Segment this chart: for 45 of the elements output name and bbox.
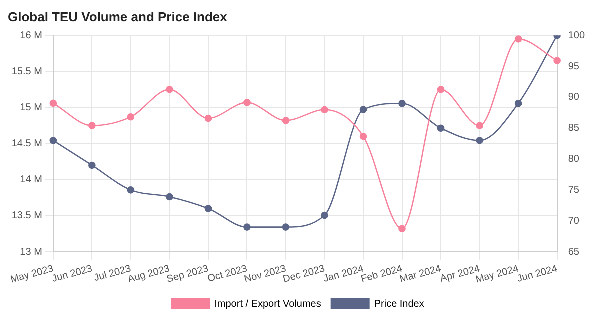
point [282, 117, 290, 124]
point [127, 113, 135, 121]
point [166, 193, 174, 201]
y-tick-label: 13.5 M [12, 210, 42, 222]
point [204, 114, 212, 122]
legend-label: Import / Export Volumes [214, 298, 322, 310]
y2-tick-label: 70 [568, 216, 580, 227]
point [166, 86, 174, 94]
point [244, 224, 251, 231]
y2-tick-label: 85 [568, 123, 580, 134]
point [476, 137, 484, 144]
legend-label: Price Index [374, 298, 424, 310]
y-tick-label: 14 M [20, 174, 42, 186]
point [282, 224, 290, 231]
point [244, 99, 251, 106]
y-tick-label: 15.5 M [12, 66, 42, 78]
point [398, 225, 406, 233]
y2-tick-label: 75 [568, 184, 580, 196]
point [437, 124, 445, 132]
y2-tick-label: 65 [568, 246, 580, 258]
point [476, 122, 484, 130]
y2-tick-label: 90 [568, 92, 580, 104]
y-tick-label: 15 M [20, 102, 42, 114]
point [88, 162, 96, 170]
point [88, 122, 96, 130]
point [398, 100, 406, 108]
y-tick-label: 14.5 M [12, 138, 42, 150]
point [204, 205, 212, 212]
point [50, 137, 58, 144]
point [360, 132, 368, 140]
y2-tick-label: 95 [568, 61, 580, 72]
y2-tick-label: 100 [568, 30, 586, 42]
point [321, 106, 328, 114]
y2-tick-label: 80 [568, 154, 580, 166]
point [437, 86, 445, 94]
point [360, 106, 368, 114]
point [321, 212, 328, 220]
chart-title: Global TEU Volume and Price Index [8, 9, 228, 24]
point [514, 36, 522, 43]
y-tick-label: 16 M [20, 30, 42, 42]
point [50, 100, 58, 108]
point [554, 57, 561, 64]
point [127, 186, 135, 194]
point [514, 100, 522, 108]
y-tick-label: 13 M [20, 246, 42, 258]
